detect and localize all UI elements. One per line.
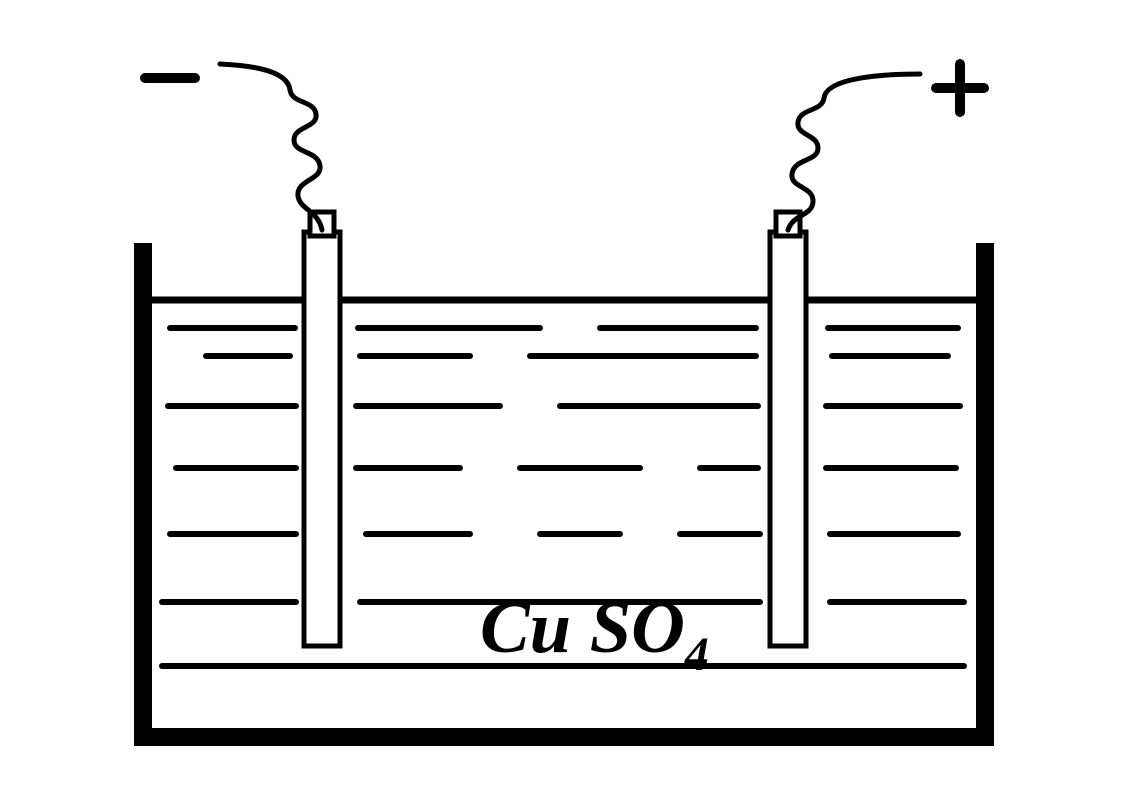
electrolytic-cell-diagram: Cu SO4 [0,0,1144,808]
solution-label: Cu SO4 [480,587,709,681]
cathode-wire [220,64,322,230]
plus-sign [936,64,984,112]
anode [770,232,806,646]
beaker-wall [134,243,994,746]
solution-label-subscript: 4 [684,628,709,681]
anode-wire [788,74,920,230]
cathode [304,232,340,646]
